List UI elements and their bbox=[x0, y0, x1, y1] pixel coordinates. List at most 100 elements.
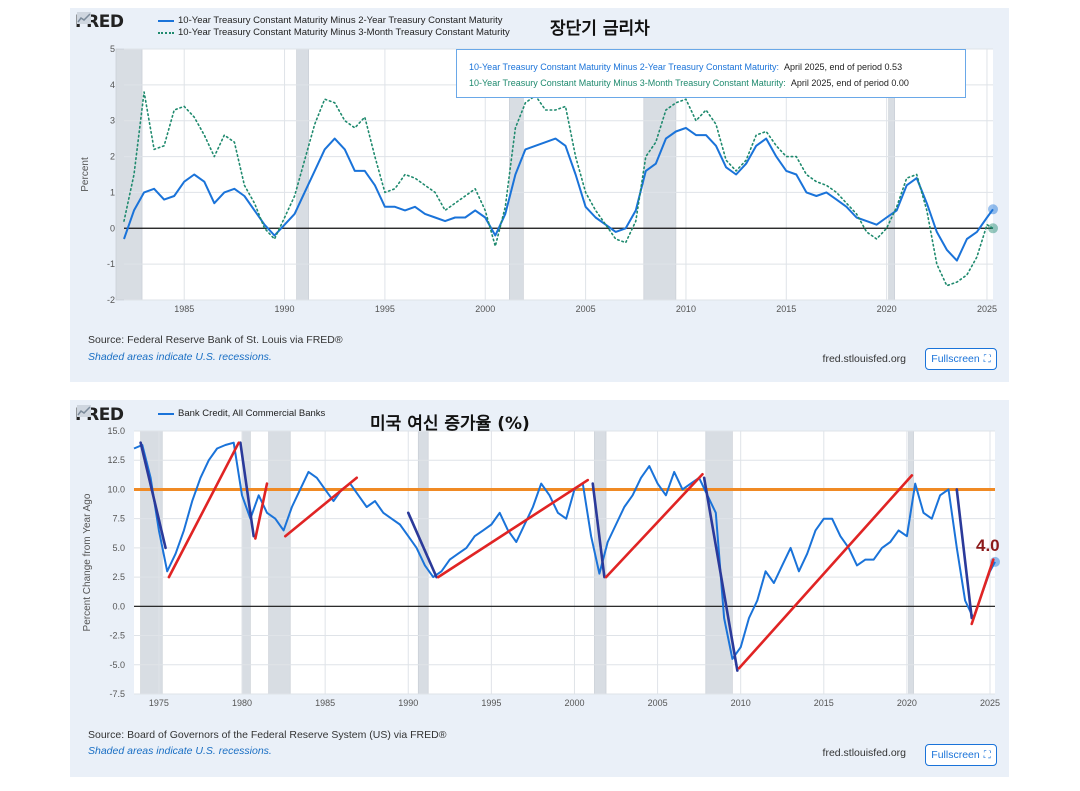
trend-line-down bbox=[955, 488, 974, 620]
trend-line-up bbox=[436, 478, 590, 579]
trend-line-down bbox=[702, 476, 739, 672]
y-tick-label: -2.5 bbox=[109, 631, 125, 641]
series-line-1 bbox=[123, 126, 994, 262]
trend-line-down bbox=[139, 441, 167, 550]
fred-url-link[interactable]: fred.stlouisfed.org bbox=[822, 353, 906, 365]
legend-item-bank-credit: Bank Credit, All Commercial Banks bbox=[158, 408, 325, 420]
source-text: Source: Federal Reserve Bank of St. Loui… bbox=[88, 334, 343, 346]
x-tick-label: 2025 bbox=[980, 698, 1000, 708]
tooltip-row-2y: 10-Year Treasury Constant Maturity Minus… bbox=[469, 59, 953, 75]
bank-credit-chart: -7.5 -5.0 -2.5 0.0 2.5 5.0 7.5 10.0 12.5 15.0 1975… bbox=[82, 426, 1000, 708]
fred-url-link[interactable]: fred.stlouisfed.org bbox=[822, 747, 906, 759]
x-tick-label: 1975 bbox=[149, 698, 169, 708]
legend: 10-Year Treasury Constant Maturity Minus… bbox=[158, 15, 510, 39]
fullscreen-label: Fullscreen bbox=[931, 353, 980, 365]
trend-line-up bbox=[604, 472, 704, 579]
y-tick-label: 4 bbox=[110, 80, 115, 90]
recession-band bbox=[268, 430, 291, 695]
fullscreen-label: Fullscreen bbox=[931, 749, 980, 761]
x-tick-label: 2005 bbox=[576, 304, 596, 314]
chart-panel-yield-spread: -2 -1 0 1 2 3 4 5 1985 1990 1995 2000 2005 2010 2015 20… bbox=[70, 8, 1009, 382]
trend-line-down bbox=[406, 511, 438, 579]
x-tick-label: 1995 bbox=[375, 304, 395, 314]
fred-logo[interactable]: FRED bbox=[75, 12, 124, 32]
x-tick-label: 1985 bbox=[174, 304, 194, 314]
trend-line-up bbox=[970, 558, 995, 626]
y-tick-label: 12.5 bbox=[107, 455, 125, 465]
chart-title: 장단기 금리차 bbox=[550, 19, 650, 39]
tooltip-label: 10-Year Treasury Constant Maturity Minus… bbox=[469, 78, 786, 88]
x-tick-label: 2010 bbox=[676, 304, 696, 314]
fred-logo[interactable]: FRED bbox=[75, 405, 124, 425]
fred-logo-icon bbox=[77, 12, 91, 24]
legend-item-3m: 10-Year Treasury Constant Maturity Minus… bbox=[158, 27, 510, 39]
tooltip-row-3m: 10-Year Treasury Constant Maturity Minus… bbox=[469, 75, 953, 91]
series-line-1 bbox=[133, 441, 996, 660]
recession-band bbox=[908, 430, 914, 695]
hover-tooltip: 10-Year Treasury Constant Maturity Minus… bbox=[456, 49, 966, 98]
y-tick-label: -7.5 bbox=[109, 689, 125, 699]
x-tick-label: 2025 bbox=[977, 304, 997, 314]
y-tick-label: 15.0 bbox=[107, 426, 125, 436]
trend-line-down bbox=[591, 482, 606, 579]
fred-logo-icon bbox=[77, 405, 91, 417]
legend-swatch-solid bbox=[158, 20, 174, 22]
x-tick-label: 1980 bbox=[232, 698, 252, 708]
recession-band bbox=[115, 48, 143, 301]
x-tick-label: 1985 bbox=[315, 698, 335, 708]
fullscreen-button[interactable]: Fullscreen ⛶ bbox=[925, 348, 997, 370]
trend-line-up bbox=[254, 482, 269, 540]
legend-label: 10-Year Treasury Constant Maturity Minus… bbox=[178, 15, 503, 26]
series-end-marker bbox=[988, 204, 998, 215]
trend-line-up bbox=[283, 476, 359, 538]
legend-label: 10-Year Treasury Constant Maturity Minus… bbox=[178, 27, 510, 38]
chart-panel-bank-credit: -7.5 -5.0 -2.5 0.0 2.5 5.0 7.5 10.0 12.5 15.0 1975… bbox=[70, 400, 1009, 777]
y-tick-label: 5 bbox=[110, 44, 115, 54]
latest-value-annotation: 4.0 bbox=[976, 536, 1000, 555]
trend-line-down bbox=[239, 441, 255, 538]
x-tick-label: 2010 bbox=[731, 698, 751, 708]
legend-item-2y: 10-Year Treasury Constant Maturity Minus… bbox=[158, 15, 510, 27]
series-line-2 bbox=[123, 91, 994, 287]
x-tick-label: 2015 bbox=[814, 698, 834, 708]
y-tick-label: 0 bbox=[110, 223, 115, 233]
x-tick-label: 2000 bbox=[564, 698, 584, 708]
legend-swatch-solid bbox=[158, 413, 174, 415]
y-axis-label: Percent bbox=[80, 157, 91, 192]
y-tick-label: 7.5 bbox=[112, 514, 125, 524]
y-tick-label: 3 bbox=[110, 116, 115, 126]
legend-label: Bank Credit, All Commercial Banks bbox=[178, 408, 326, 419]
x-tick-label: 2005 bbox=[648, 698, 668, 708]
y-tick-label: 1 bbox=[110, 187, 115, 197]
tooltip-value: April 2025, end of period 0.53 bbox=[783, 62, 903, 72]
x-tick-label: 2015 bbox=[776, 304, 796, 314]
y-tick-label: 2.5 bbox=[112, 572, 125, 582]
trend-line-up bbox=[737, 474, 914, 670]
plot-area bbox=[134, 431, 995, 694]
tooltip-label: 10-Year Treasury Constant Maturity Minus… bbox=[469, 62, 779, 72]
y-tick-label: 2 bbox=[110, 152, 115, 162]
y-tick-label: -5.0 bbox=[109, 660, 125, 670]
recession-note: Shaded areas indicate U.S. recessions. bbox=[88, 351, 272, 363]
y-tick-label: 0.0 bbox=[112, 601, 125, 611]
series-end-marker bbox=[988, 223, 998, 234]
expand-icon: ⛶ bbox=[983, 749, 991, 761]
recession-band bbox=[296, 48, 309, 301]
y-tick-label: -1 bbox=[107, 259, 115, 269]
y-tick-label: -2 bbox=[107, 295, 115, 305]
x-tick-label: 2000 bbox=[475, 304, 495, 314]
fullscreen-button[interactable]: Fullscreen ⛶ bbox=[925, 744, 997, 766]
y-axis-label: Percent Change from Year Ago bbox=[82, 493, 93, 631]
y-tick-label: 5.0 bbox=[112, 543, 125, 553]
x-tick-label: 2020 bbox=[897, 698, 917, 708]
x-tick-label: 1990 bbox=[275, 304, 295, 314]
expand-icon: ⛶ bbox=[983, 353, 991, 365]
source-text: Source: Board of Governors of the Federa… bbox=[88, 729, 447, 741]
recession-note: Shaded areas indicate U.S. recessions. bbox=[88, 745, 272, 757]
x-tick-label: 2020 bbox=[877, 304, 897, 314]
legend: Bank Credit, All Commercial Banks bbox=[158, 408, 325, 420]
x-tick-label: 1995 bbox=[481, 698, 501, 708]
x-tick-label: 1990 bbox=[398, 698, 418, 708]
chart-title: 미국 여신 증가율 (%) bbox=[370, 414, 530, 434]
trend-line-up bbox=[167, 441, 241, 579]
